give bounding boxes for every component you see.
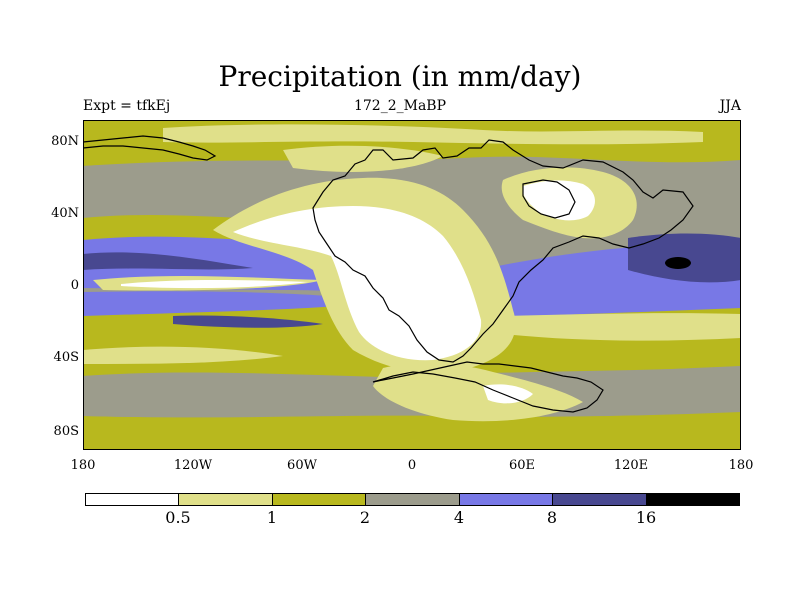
colorbar-segment bbox=[553, 494, 647, 505]
xtick-label: 60W bbox=[287, 458, 317, 473]
colorbar-label: 4 bbox=[453, 508, 465, 527]
field-ne-light bbox=[283, 145, 443, 172]
period-label: 172_2_MaBP bbox=[353, 98, 447, 114]
coastline-nw bbox=[83, 135, 217, 161]
field-south-continent bbox=[373, 362, 583, 422]
colorbar-label: 16 bbox=[635, 508, 657, 527]
field-south-continent-white bbox=[483, 384, 533, 404]
field-asia-white bbox=[522, 180, 595, 221]
field-arid-white bbox=[233, 206, 482, 361]
colorbar-segment bbox=[366, 494, 460, 505]
coastline-inner bbox=[522, 179, 576, 219]
colorbar-segment bbox=[179, 494, 273, 505]
coastline-south bbox=[372, 361, 604, 413]
precipitation-map bbox=[83, 120, 741, 450]
colorbar-segment bbox=[646, 494, 739, 505]
colorbar-segment bbox=[459, 494, 554, 505]
field-tropic-dark bbox=[83, 252, 253, 270]
field-south-band bbox=[83, 410, 741, 450]
xtick-label: 0 bbox=[407, 458, 417, 473]
colorbar-segment bbox=[272, 494, 367, 505]
field-south-light bbox=[83, 346, 283, 364]
plot-title: Precipitation (in mm/day) bbox=[218, 60, 582, 93]
field-max-black bbox=[665, 257, 691, 269]
field-south-light-east bbox=[503, 313, 741, 341]
season-label: JJA bbox=[719, 98, 741, 114]
colorbar-label: 1 bbox=[266, 508, 278, 527]
xtick-label: 60E bbox=[508, 458, 536, 473]
coastline bbox=[312, 139, 694, 363]
field-north-light bbox=[163, 124, 703, 145]
ytick-label: 40S bbox=[53, 350, 79, 365]
field-south-tropic-blue bbox=[83, 291, 383, 316]
field-itcz-white bbox=[121, 280, 308, 289]
colorbar-label: 8 bbox=[546, 508, 558, 527]
colorbar-label: 2 bbox=[359, 508, 371, 527]
colorbar bbox=[85, 493, 740, 506]
ytick-label: 40N bbox=[51, 206, 79, 221]
field-spacific-dark bbox=[173, 315, 323, 328]
xtick-label: 120W bbox=[173, 458, 213, 473]
xtick-label: 180 bbox=[728, 458, 754, 473]
colorbar-segment bbox=[86, 494, 180, 505]
ytick-label: 80S bbox=[53, 424, 79, 439]
xtick-label: 180 bbox=[70, 458, 96, 473]
colorbar-label: 0.5 bbox=[165, 508, 191, 527]
xtick-label: 120E bbox=[613, 458, 649, 473]
ytick-label: 0 bbox=[70, 278, 79, 293]
ytick-label: 80N bbox=[51, 134, 79, 149]
experiment-label: Expt = tfkEj bbox=[83, 98, 171, 114]
